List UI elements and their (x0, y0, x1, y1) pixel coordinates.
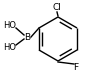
Text: HO: HO (3, 43, 16, 52)
Text: Cl: Cl (53, 3, 61, 12)
Text: B: B (24, 32, 30, 41)
Text: F: F (73, 64, 79, 72)
Text: HO: HO (3, 21, 16, 31)
